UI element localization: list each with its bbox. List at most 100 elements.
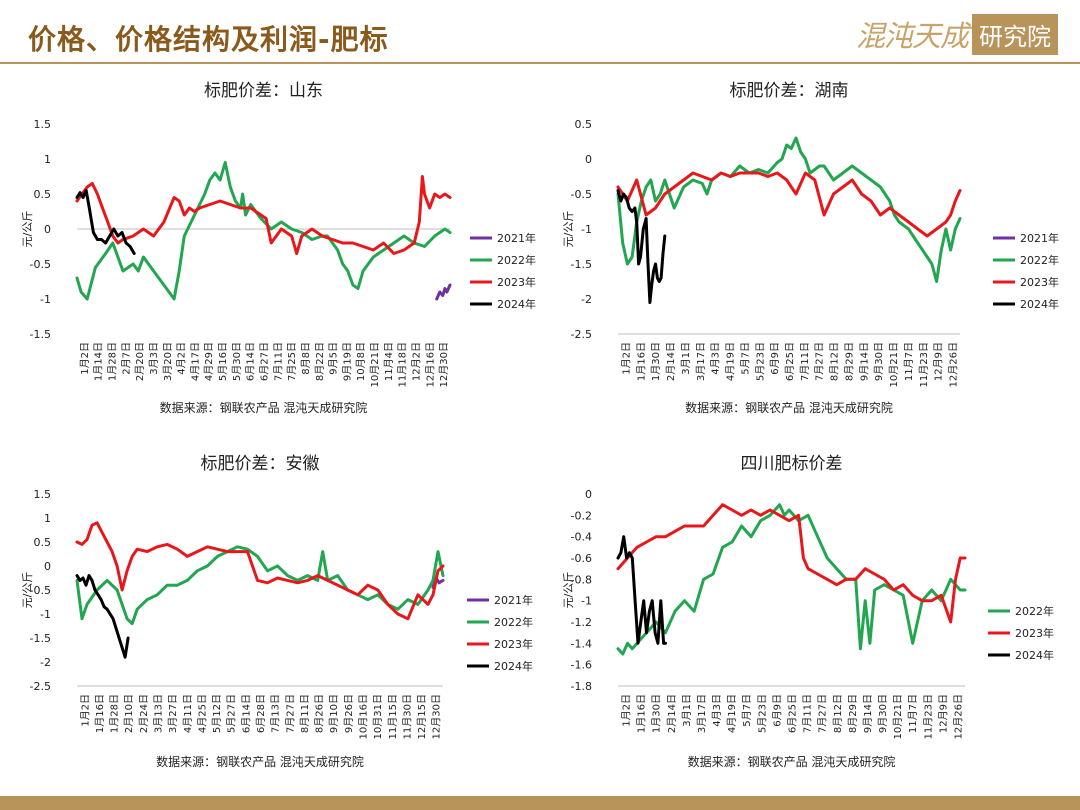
y-axis-label: 元/公斤 [562,211,575,248]
x-tick-label: 9月14日 [862,694,874,733]
series-line-2024 [616,189,667,304]
x-tick-label: 11月4日 [383,342,395,381]
x-tick-label: 12月26日 [952,694,964,739]
x-tick-label: 7月11日 [272,342,284,381]
x-tick-label: 7月27日 [817,694,829,733]
legend-label: 2021年 [1020,231,1059,245]
x-tick-label: 7月25日 [286,342,298,381]
x-tick-label: 9月30日 [877,694,889,733]
x-tick-label: 11月7日 [903,342,915,381]
x-tick-label: 8月12日 [832,694,844,733]
y-tick-label: -0.5 [30,584,51,597]
legend-label: 2023年 [1020,275,1059,289]
x-tick-label: 7月27日 [284,694,296,733]
legend-label: 2022年 [1015,604,1054,618]
data-source: 数据来源：钢联农产品 混沌天成研究院 [688,754,896,769]
x-tick-label: 6月9日 [769,342,781,375]
brand-logo: 混沌天成 研究院 [855,13,1058,55]
x-tick-label: 5月27日 [226,694,238,733]
series-line-2023 [616,503,967,624]
x-tick-label: 1月28日 [109,694,121,733]
y-tick-label: 0.5 [34,536,52,549]
x-tick-label: 1月2日 [79,694,91,727]
x-tick-label: 4月29日 [203,342,215,381]
x-tick-label: 11月30日 [401,694,413,739]
x-tick-label: 7月27日 [814,342,826,381]
y-tick-label: -0.4 [571,531,592,544]
x-tick-label: 10月21日 [888,342,900,387]
x-tick-label: 10月16日 [357,694,369,739]
chart-sichuan: 四川肥标价差 0 -0.2 -0.4 -0.6 -0.8 -1 -1.2 -1.4 -1.6 -1.… [562,454,1054,769]
legend-label: 2022年 [1020,253,1059,267]
chart-title: 标肥价差：安徽 [201,454,320,474]
x-tick-label: 9月10日 [328,694,340,733]
x-tick-label: 12月30日 [438,342,450,387]
y-tick-label: -0.5 [30,258,51,271]
y-axis-label: 元/公斤 [21,211,34,248]
x-tick-label: 1月2日 [620,342,632,375]
x-tick-label: 12月9日 [933,342,945,381]
y-axis-label: 元/公斤 [21,572,34,609]
x-tick-label: 9月19日 [341,342,353,381]
x-tick-label: 6月28日 [255,694,267,733]
x-tick-label: 3月1日 [680,342,692,375]
x-tick-label: 6月25日 [787,694,799,733]
chart-shandong: 标肥价差：山东 1.5 1 0.5 0 -0.5 -1 -1.5 元/公斤 1月2日 1月14日 1月… [21,81,536,415]
x-tick-label: 3月1日 [681,694,693,727]
x-tick-label: 6月14日 [240,694,252,733]
x-tick-label: 11月15日 [387,694,399,739]
y-tick-label: -0.2 [571,509,592,522]
x-tick-label: 5月7日 [739,342,751,375]
y-tick-label: 1 [44,512,51,525]
x-tick-label: 11月18日 [397,342,409,387]
x-tick-label: 9月30日 [873,342,885,381]
legend-label: 2023年 [497,275,536,289]
x-tick-label: 8月11日 [299,694,311,733]
y-tick-label: -0.6 [571,552,592,565]
y-tick-label: -2 [581,293,592,306]
x-tick-label: 10月31日 [372,694,384,739]
x-tick-label: 11月23日 [922,694,934,739]
legend-label: 2024年 [1015,648,1054,662]
x-tick-label: 9月26日 [343,694,355,733]
legend-label: 2023年 [1015,626,1054,640]
y-tick-label: 0 [585,488,592,501]
legend-label: 2021年 [494,593,533,607]
y-tick-label: -1 [40,293,51,306]
y-tick-label: -1 [40,608,51,621]
x-tick-label: 5月12日 [211,694,223,733]
x-tick-label: 11月7日 [907,694,919,733]
x-tick-label: 10月8日 [355,342,367,381]
x-tick-label: 2月20日 [134,342,146,381]
y-tick-label: -1.2 [571,616,592,629]
logo-script: 混沌天成 [855,19,969,53]
x-tick-label: 1月16日 [94,694,106,733]
x-tick-label: 7月13日 [270,694,282,733]
y-axis-label: 元/公斤 [562,572,575,609]
series-line-2023 [75,175,452,255]
y-tick-label: -1 [581,223,592,236]
x-tick-label: 1月16日 [636,694,648,733]
data-source: 数据来源：钢联农产品 混沌天成研究院 [156,754,364,769]
chart-title: 标肥价差：湖南 [730,81,849,101]
x-tick-label: 8月12日 [829,342,841,381]
y-tick-label: -1.8 [571,680,592,693]
y-tick-label: -1.4 [571,637,592,650]
x-tick-label: 2月10日 [123,694,135,733]
x-tick-label: 4月19日 [726,694,738,733]
logo-box: 研究院 [972,13,1058,55]
x-tick-label: 1月2日 [79,342,91,375]
x-tick-label: 5月23日 [754,342,766,381]
x-tick-label: 1月16日 [635,342,647,381]
x-tick-label: 3月3日 [148,342,160,375]
y-tick-label: -0.8 [571,573,592,586]
x-tick-label: 1月30日 [650,342,662,381]
footer-band [0,796,1080,810]
x-tick-label: 9月5日 [328,342,340,375]
y-tick-label: -2.5 [571,328,592,341]
series-line-2022 [75,161,452,301]
chart-title: 标肥价差：山东 [204,81,323,101]
x-tick-label: 8月29日 [847,694,859,733]
x-tick-label: 6月27日 [259,342,271,381]
